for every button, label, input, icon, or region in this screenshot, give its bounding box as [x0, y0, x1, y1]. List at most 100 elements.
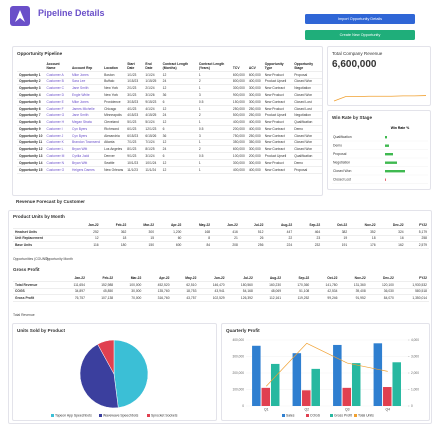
table-cell: Cyn Byers	[69, 132, 103, 140]
legend-swatch	[282, 414, 285, 417]
table-cell: New Contract	[262, 166, 293, 174]
table-cell: Closed Won	[292, 78, 322, 86]
section-title: Revenue Forecast by Customer	[16, 199, 85, 204]
column-header: Nov-22	[339, 275, 368, 282]
table-cell: 324	[377, 228, 406, 236]
table-cell: Customer A	[44, 71, 70, 79]
stage-label: Closed Won	[333, 169, 352, 173]
bar	[351, 363, 361, 406]
data-table: Jan-22 Feb-22 Mar-22 Apr-22 May-22 Jun-22 Jul-…	[13, 275, 429, 303]
gross-table-wrap: Jan-22 Feb-22 Mar-22 Apr-22 May-22 Jun-22 Jul-…	[13, 275, 429, 303]
table-row: Opportunity 2 Customer B Sara Lee Buffalo 1/…	[17, 78, 322, 86]
table-cell: 126,392	[226, 294, 255, 303]
corner-cell	[13, 222, 74, 229]
row-label: Opportunity 8	[17, 118, 45, 127]
table-cell: 1	[196, 84, 231, 93]
table-cell: 168	[183, 228, 213, 236]
table-cell: 600,000	[230, 71, 247, 79]
import-button[interactable]: Import Opportunity Details	[305, 14, 415, 24]
table-cell: 131,360	[339, 281, 368, 289]
table-cell: 1	[196, 166, 231, 174]
table-cell: 350,000	[246, 139, 263, 147]
legend-swatch	[306, 414, 309, 417]
table-cell: 252	[73, 228, 101, 236]
y-tick-label: 400,000	[232, 338, 244, 342]
y2-tick-label: 0	[411, 404, 413, 408]
table-cell: 70,000	[115, 294, 144, 303]
table-cell: Qualification	[292, 152, 322, 160]
table-cell: 1/1/23	[125, 71, 144, 79]
filter[interactable]: Opportunity Month	[45, 257, 73, 261]
combo-chart: 0 100,000 200,000 300,000 400,000 0 1,000 2,000…	[232, 338, 419, 418]
table-row: Opportunity 1 Customer A Mike Jones Boston 1…	[17, 71, 322, 79]
y-tick-label: 100,000	[232, 388, 244, 392]
column-header: Jan-22	[73, 222, 101, 229]
row-label: Opportunity 1	[17, 71, 45, 79]
table-cell: 84,070	[367, 294, 396, 303]
table-cell: 43,757	[171, 294, 199, 303]
table-row: Opportunity 11 Customer K Brandon Townsend…	[17, 139, 322, 147]
bar	[383, 387, 392, 406]
column-header: Jul-22	[226, 275, 255, 282]
legend-label: Total Units	[358, 414, 374, 418]
table-cell: 8	[183, 235, 213, 243]
table-cell: 150	[128, 241, 157, 250]
bar	[385, 144, 389, 147]
logo	[10, 6, 30, 26]
bar	[373, 343, 383, 406]
table-cell: 1,350,014	[395, 294, 429, 303]
table-cell: 900,000	[230, 91, 247, 99]
table-cell: 300,000	[246, 91, 263, 99]
column-header: Opportunity Type	[262, 61, 293, 72]
table-cell: Customer G	[44, 111, 70, 120]
table-cell: Demo	[292, 159, 322, 167]
table-cell: 12/1/23	[143, 125, 161, 133]
table-row: Opportunity 3 Customer C Jane Smith New Yor…	[17, 84, 322, 93]
bar	[392, 362, 401, 406]
table-cell: 30,000	[115, 288, 144, 296]
row-label: Opportunity 10	[17, 132, 45, 140]
table-cell: Customer D	[44, 91, 70, 99]
table-cell: 84	[183, 241, 213, 250]
table-cell: 9/15/23	[143, 98, 161, 106]
panel-title: Units Sold by Product	[17, 328, 65, 333]
table-cell: New Product	[262, 118, 293, 127]
table-cell: 1	[196, 118, 231, 127]
winrate-panel: Win Rate by Stage Win Rate % Qualificatio…	[327, 110, 431, 190]
table-cell: New Product	[262, 91, 293, 99]
table-cell: 26	[239, 235, 266, 243]
table-cell: New Contract	[262, 145, 293, 154]
bar	[292, 353, 302, 406]
table-row: COGS 34,897 45,850 30,000 135,760 18,753 43,94…	[13, 288, 429, 296]
filter[interactable]: Opportunities (COUNT)	[13, 257, 49, 261]
table-cell: Proposal	[292, 166, 322, 174]
panel-title: Product Units by Month	[13, 214, 65, 219]
column-header: Apr-22	[156, 222, 184, 229]
table-cell: 400,000	[246, 125, 263, 133]
panel-title: Quarterly Profit	[226, 328, 260, 333]
bar	[385, 170, 405, 173]
table-cell: 48,069	[254, 288, 284, 296]
table-cell: 36	[160, 132, 197, 140]
table-cell: James Michelle	[69, 105, 103, 113]
table-cell: 54,168	[226, 288, 255, 296]
column-header: Contract Length (Months)	[160, 61, 197, 72]
filter[interactable]: Total Revenue	[13, 313, 35, 317]
table-cell: New Product	[262, 105, 293, 113]
table-cell: 447	[265, 228, 295, 236]
table-cell: 10/1/23	[125, 159, 144, 167]
table-cell: 6/1/23	[125, 125, 144, 133]
column-header: FY22	[395, 275, 429, 282]
row-label: Opportunity 2	[17, 78, 45, 86]
table-cell: Closed Lost	[292, 105, 322, 113]
logo-icon	[15, 10, 25, 22]
column-header: Contract Length (Years)	[196, 61, 231, 72]
table-cell: New Contract	[262, 98, 293, 106]
legend-label: Wavewave Speechbots	[103, 414, 139, 418]
create-button[interactable]: Create New Opportunity	[305, 30, 415, 40]
column-header: Start Date	[125, 61, 144, 72]
table-cell: 3/1/26	[143, 91, 161, 99]
table-cell: 4/1/24	[143, 105, 161, 113]
table-cell: 36,030	[367, 288, 396, 296]
